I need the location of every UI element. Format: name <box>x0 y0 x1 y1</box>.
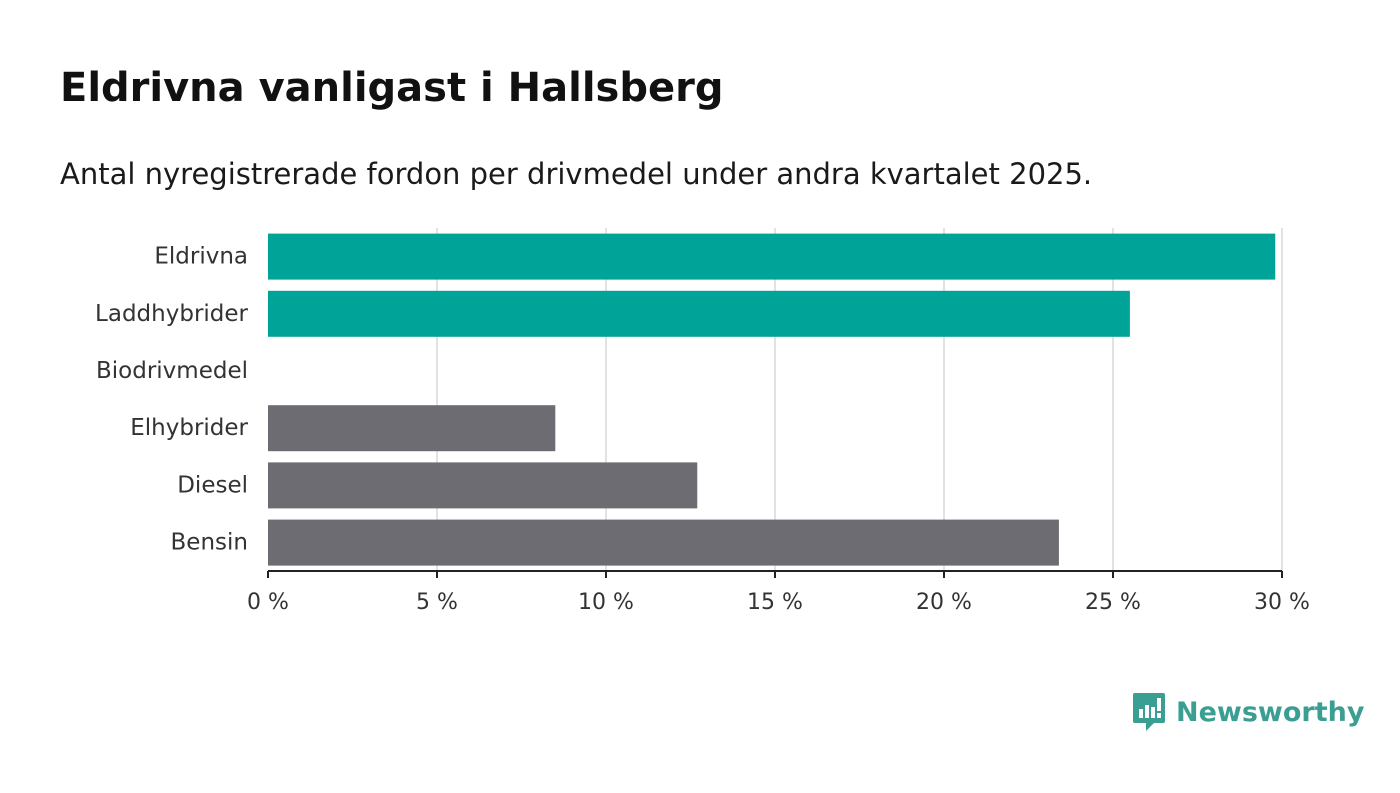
category-label: Bensin <box>171 530 248 556</box>
category-label: Biodrivmedel <box>96 358 248 384</box>
x-tick-label: 20 % <box>916 590 972 615</box>
chart-title: Eldrivna vanligast i Hallsberg <box>60 65 724 111</box>
x-tick-label: 0 % <box>247 590 289 615</box>
x-tick-label: 10 % <box>578 590 634 615</box>
newsworthy-logo-icon <box>1133 693 1165 731</box>
bar-laddhybrider <box>268 290 1130 337</box>
brand-name: Newsworthy <box>1176 696 1365 728</box>
bars <box>268 233 1276 566</box>
x-axis: 0 % 5 % 10 % 15 % 20 % 25 % 30 % <box>247 570 1310 615</box>
x-tick-label: 30 % <box>1254 590 1310 615</box>
category-label: Laddhybrider <box>95 301 248 327</box>
chart-subtitle: Antal nyregistrerade fordon per drivmede… <box>60 157 1093 191</box>
x-tick-label: 5 % <box>416 590 458 615</box>
bar-elhybrider <box>268 405 556 452</box>
category-label: Elhybrider <box>130 415 248 441</box>
category-label: Diesel <box>177 472 248 498</box>
x-tick-label: 25 % <box>1085 590 1141 615</box>
brand-logo: Newsworthy <box>1132 690 1364 734</box>
bar-diesel <box>268 462 698 509</box>
bar-bensin <box>268 519 1059 566</box>
gridlines <box>436 228 1283 571</box>
bar-eldrivna <box>268 233 1276 280</box>
category-label: Eldrivna <box>154 244 248 270</box>
category-labels: Eldrivna Laddhybrider Biodrivmedel Elhybrid… <box>95 244 248 556</box>
x-tick-label: 15 % <box>747 590 803 615</box>
